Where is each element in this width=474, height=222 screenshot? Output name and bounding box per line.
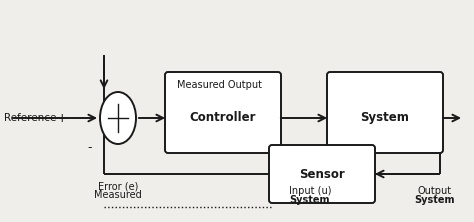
Text: Input (u): Input (u) (289, 186, 331, 196)
Text: Error (e): Error (e) (98, 181, 138, 191)
Text: Sensor: Sensor (299, 168, 345, 180)
Text: Reference: Reference (4, 113, 56, 123)
Text: Measured: Measured (94, 190, 142, 200)
FancyBboxPatch shape (269, 145, 375, 203)
Ellipse shape (100, 92, 136, 144)
Text: Controller: Controller (190, 111, 256, 123)
Text: +: + (57, 111, 67, 125)
Text: System: System (361, 111, 410, 123)
FancyBboxPatch shape (327, 72, 443, 153)
Text: -: - (88, 141, 92, 155)
FancyBboxPatch shape (165, 72, 281, 153)
Text: Output: Output (418, 186, 452, 196)
Text: System: System (415, 195, 455, 205)
Text: Measured Output: Measured Output (177, 80, 263, 90)
Text: System: System (290, 195, 330, 205)
